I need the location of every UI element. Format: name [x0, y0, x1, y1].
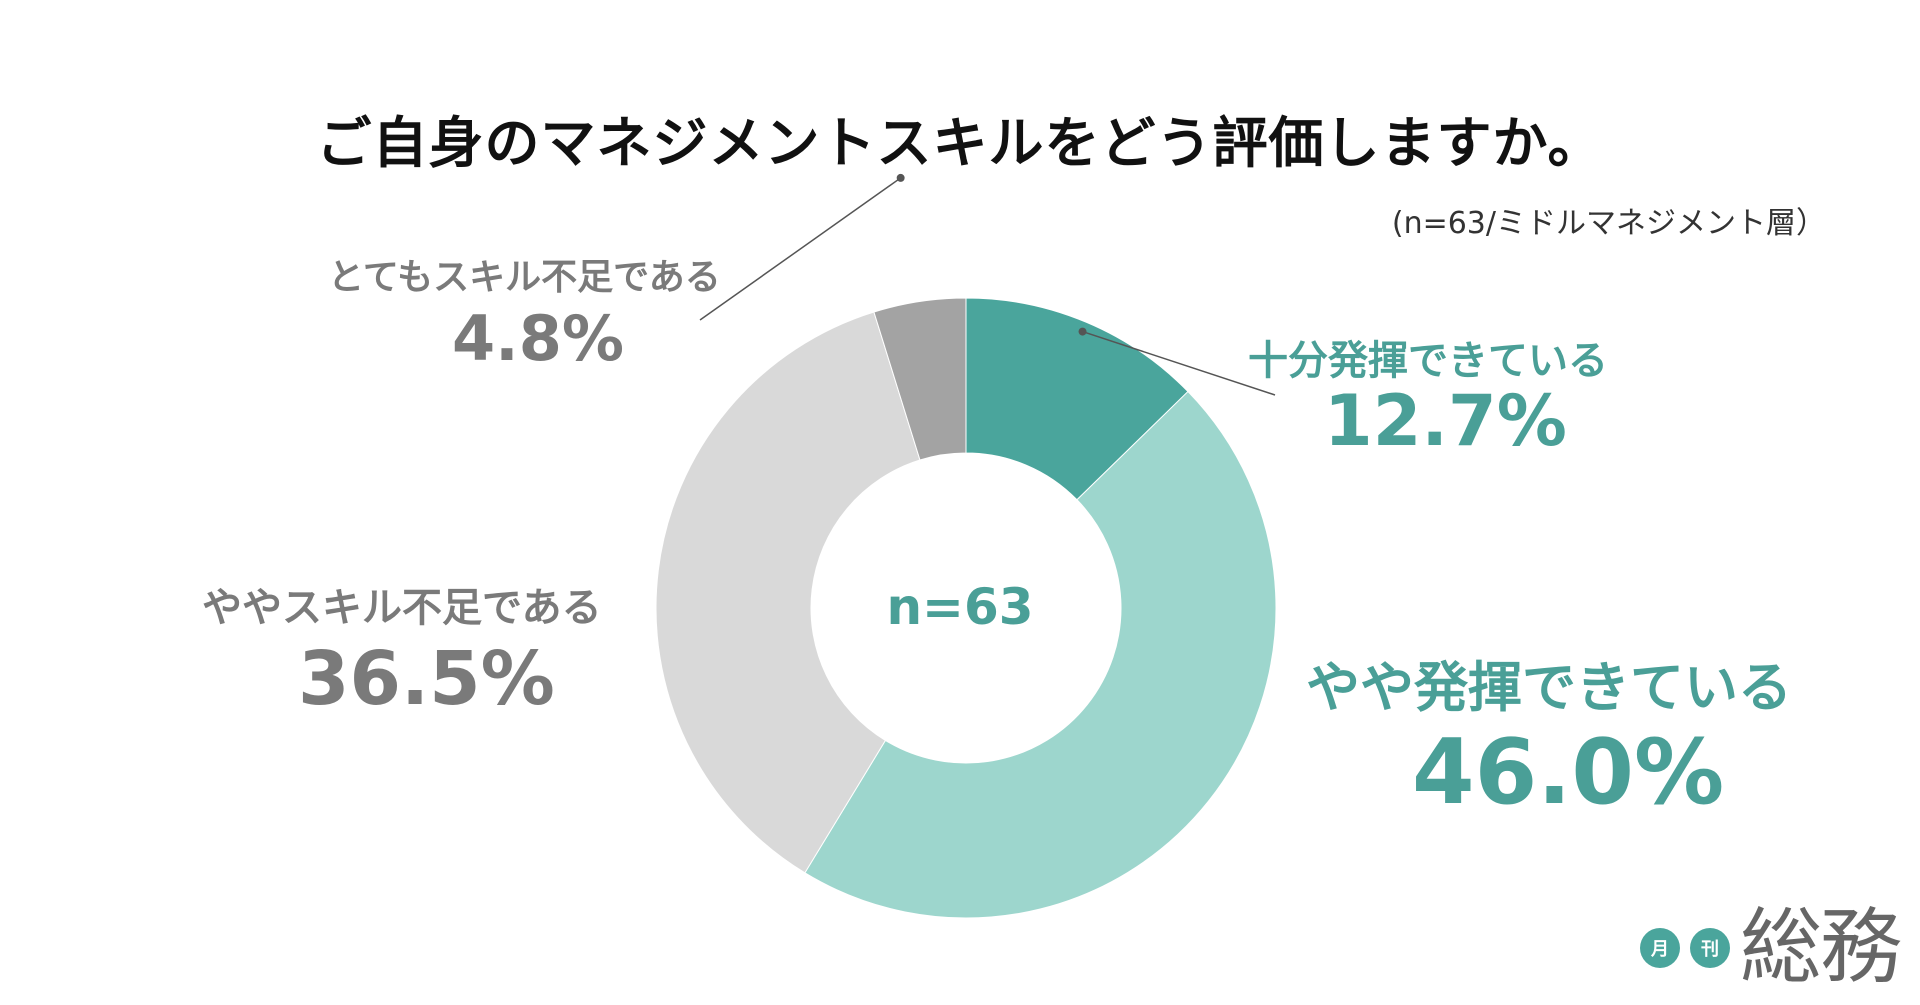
- leader-slice-0-dot: [1078, 327, 1087, 336]
- publisher-logo: 月 刊 総務: [1639, 900, 1902, 995]
- slice-value-0: 12.7%: [1324, 380, 1567, 462]
- logo-badge-2: 刊: [1689, 928, 1730, 968]
- leader-slice-0-line: [1082, 330, 1276, 396]
- leader-lines: [699, 173, 1276, 396]
- donut-slice-2: [655, 311, 921, 874]
- donut-slice-1: [804, 390, 1277, 919]
- center-label: n=63: [886, 578, 1034, 636]
- leader-slice-3-line: [699, 177, 902, 321]
- chart-subtitle: (n=63/ミドルマネジメント層）: [1391, 206, 1826, 241]
- leader-slice-3-dot: [896, 173, 905, 182]
- slice-value-2: 36.5%: [298, 636, 555, 722]
- logo-name: 総務: [1739, 900, 1902, 995]
- slices-layer: [655, 297, 1277, 919]
- slice-label-1: やや発揮できている: [1306, 656, 1792, 719]
- slice-value-3: 4.8%: [452, 302, 624, 375]
- slice-label-0: 十分発揮できている: [1248, 338, 1608, 384]
- logo-badge-1: 月: [1639, 928, 1680, 968]
- donut-slice-3: [873, 297, 967, 461]
- slice-label-2: ややスキル不足である: [202, 585, 602, 631]
- slice-label-3: とてもスキル不足である: [328, 257, 721, 298]
- chart-title: ご自身のマネジメントスキルをどう評価しますか。: [316, 111, 1604, 175]
- slice-value-1: 46.0%: [1412, 720, 1725, 825]
